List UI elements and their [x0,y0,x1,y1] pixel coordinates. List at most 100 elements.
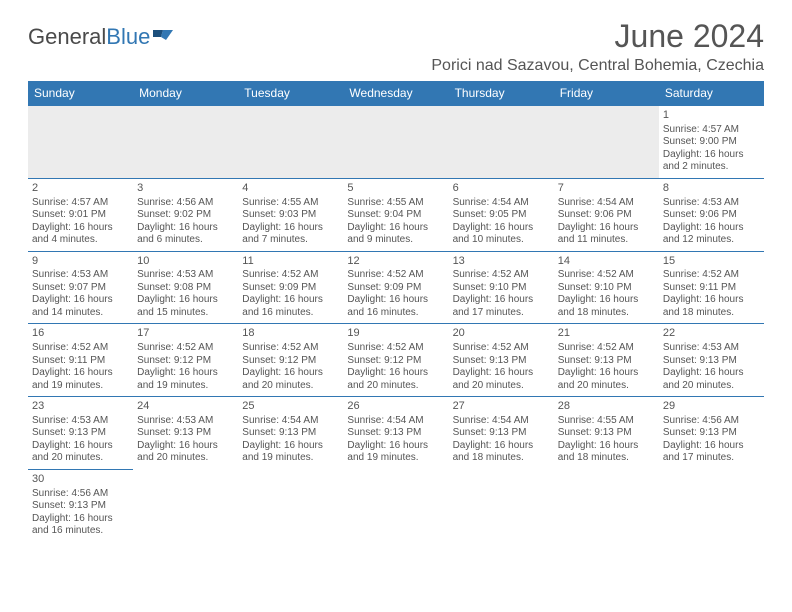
daylight-line: Daylight: 16 hours [558,294,655,307]
day-number: 5 [347,182,444,196]
daylight-line: Daylight: 16 hours [558,222,655,235]
sunrise-line: Sunrise: 4:55 AM [347,197,444,210]
calendar-cell: 8Sunrise: 4:53 AMSunset: 9:06 PMDaylight… [659,178,764,251]
daylight-line-2: and 19 minutes. [137,380,234,393]
sunset-line: Sunset: 9:02 PM [137,209,234,222]
calendar-table: SundayMondayTuesdayWednesdayThursdayFrid… [28,81,764,542]
sunset-line: Sunset: 9:06 PM [558,209,655,222]
day-number: 7 [558,182,655,196]
sunset-line: Sunset: 9:09 PM [242,282,339,295]
day-number: 30 [32,473,129,487]
calendar-cell: 1Sunrise: 4:57 AMSunset: 9:00 PMDaylight… [659,106,764,179]
header: GeneralBlue June 2024 Porici nad Sazavou… [28,18,764,75]
sunset-line: Sunset: 9:00 PM [663,136,760,149]
day-number: 3 [137,182,234,196]
sunrise-line: Sunrise: 4:56 AM [32,488,129,501]
daylight-line-2: and 2 minutes. [663,161,760,174]
logo-text-b: Blue [106,24,150,50]
sunset-line: Sunset: 9:07 PM [32,282,129,295]
sunrise-line: Sunrise: 4:53 AM [663,342,760,355]
sunrise-line: Sunrise: 4:53 AM [32,415,129,428]
calendar-cell [133,106,238,179]
calendar-cell: 4Sunrise: 4:55 AMSunset: 9:03 PMDaylight… [238,178,343,251]
sunset-line: Sunset: 9:13 PM [663,427,760,440]
daylight-line: Daylight: 16 hours [242,440,339,453]
day-number: 28 [558,400,655,414]
calendar-cell [449,106,554,179]
daylight-line-2: and 18 minutes. [453,452,550,465]
sunrise-line: Sunrise: 4:55 AM [558,415,655,428]
sunrise-line: Sunrise: 4:54 AM [558,197,655,210]
day-number: 29 [663,400,760,414]
daylight-line-2: and 14 minutes. [32,307,129,320]
daylight-line: Daylight: 16 hours [663,367,760,380]
daylight-line-2: and 20 minutes. [32,452,129,465]
daylight-line-2: and 20 minutes. [137,452,234,465]
daylight-line-2: and 16 minutes. [242,307,339,320]
calendar-cell: 2Sunrise: 4:57 AMSunset: 9:01 PMDaylight… [28,178,133,251]
sunrise-line: Sunrise: 4:52 AM [558,342,655,355]
calendar-cell: 7Sunrise: 4:54 AMSunset: 9:06 PMDaylight… [554,178,659,251]
daylight-line-2: and 18 minutes. [558,307,655,320]
calendar-cell [554,106,659,179]
daylight-line: Daylight: 16 hours [32,440,129,453]
sunset-line: Sunset: 9:01 PM [32,209,129,222]
calendar-cell [343,106,448,179]
sunset-line: Sunset: 9:10 PM [453,282,550,295]
daylight-line: Daylight: 16 hours [137,440,234,453]
daylight-line: Daylight: 16 hours [558,367,655,380]
calendar-cell [343,469,448,541]
sunrise-line: Sunrise: 4:56 AM [663,415,760,428]
day-number: 21 [558,327,655,341]
day-number: 8 [663,182,760,196]
day-number: 26 [347,400,444,414]
daylight-line-2: and 17 minutes. [663,452,760,465]
sunset-line: Sunset: 9:13 PM [558,427,655,440]
daylight-line: Daylight: 16 hours [242,222,339,235]
calendar-cell [28,106,133,179]
sunrise-line: Sunrise: 4:52 AM [347,269,444,282]
day-number: 16 [32,327,129,341]
sunrise-line: Sunrise: 4:53 AM [137,415,234,428]
location: Porici nad Sazavou, Central Bohemia, Cze… [431,57,764,75]
day-number: 13 [453,255,550,269]
calendar-cell: 6Sunrise: 4:54 AMSunset: 9:05 PMDaylight… [449,178,554,251]
daylight-line: Daylight: 16 hours [137,294,234,307]
day-number: 22 [663,327,760,341]
daylight-line: Daylight: 16 hours [453,222,550,235]
calendar-cell: 22Sunrise: 4:53 AMSunset: 9:13 PMDayligh… [659,324,764,397]
sunset-line: Sunset: 9:13 PM [242,427,339,440]
sunrise-line: Sunrise: 4:52 AM [558,269,655,282]
sunset-line: Sunset: 9:13 PM [558,355,655,368]
weekday-header: Sunday [28,81,133,106]
calendar-cell: 25Sunrise: 4:54 AMSunset: 9:13 PMDayligh… [238,397,343,470]
day-number: 9 [32,255,129,269]
sunrise-line: Sunrise: 4:54 AM [347,415,444,428]
sunset-line: Sunset: 9:09 PM [347,282,444,295]
flag-icon [152,28,174,46]
day-number: 23 [32,400,129,414]
calendar-cell: 13Sunrise: 4:52 AMSunset: 9:10 PMDayligh… [449,251,554,324]
sunrise-line: Sunrise: 4:52 AM [453,342,550,355]
daylight-line-2: and 20 minutes. [453,380,550,393]
sunrise-line: Sunrise: 4:52 AM [137,342,234,355]
sunrise-line: Sunrise: 4:52 AM [347,342,444,355]
sunset-line: Sunset: 9:13 PM [32,500,129,513]
calendar-week: 16Sunrise: 4:52 AMSunset: 9:11 PMDayligh… [28,324,764,397]
sunset-line: Sunset: 9:06 PM [663,209,760,222]
sunrise-line: Sunrise: 4:53 AM [32,269,129,282]
sunrise-line: Sunrise: 4:54 AM [242,415,339,428]
sunset-line: Sunset: 9:04 PM [347,209,444,222]
sunrise-line: Sunrise: 4:54 AM [453,197,550,210]
sunset-line: Sunset: 9:13 PM [32,427,129,440]
calendar-cell: 18Sunrise: 4:52 AMSunset: 9:12 PMDayligh… [238,324,343,397]
daylight-line-2: and 10 minutes. [453,234,550,247]
sunrise-line: Sunrise: 4:52 AM [242,269,339,282]
sunrise-line: Sunrise: 4:52 AM [453,269,550,282]
sunrise-line: Sunrise: 4:53 AM [663,197,760,210]
daylight-line: Daylight: 16 hours [32,222,129,235]
day-number: 14 [558,255,655,269]
day-number: 15 [663,255,760,269]
sunrise-line: Sunrise: 4:52 AM [663,269,760,282]
calendar-cell [238,469,343,541]
